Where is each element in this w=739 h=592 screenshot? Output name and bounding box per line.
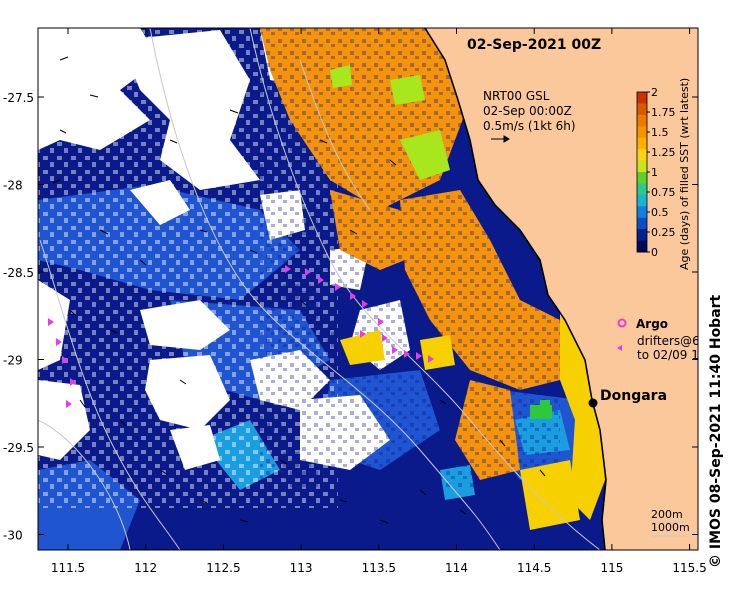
argo-legend-icon bbox=[617, 318, 627, 328]
plot-frame bbox=[37, 27, 699, 551]
colorbar-segment bbox=[637, 126, 647, 139]
y-tick-label: -28 bbox=[3, 179, 23, 193]
colorbar-tick-label: 1.5 bbox=[651, 126, 669, 139]
colorbar-segment bbox=[637, 194, 647, 207]
x-tick-label: 115.5 bbox=[672, 561, 706, 575]
y-tick-label: -29.5 bbox=[3, 441, 34, 455]
x-tick-label: 112.5 bbox=[206, 561, 240, 575]
colorbar-segment bbox=[637, 114, 647, 127]
colorbar-segment bbox=[637, 103, 647, 116]
colorbar-segment bbox=[637, 92, 647, 104]
coastline bbox=[424, 28, 607, 550]
colorbar-tick-label: 1.25 bbox=[651, 146, 676, 159]
x-tick-label: 112 bbox=[134, 561, 157, 575]
colorbar-segment bbox=[637, 172, 647, 184]
drifter-legend-icon bbox=[617, 345, 622, 351]
colorbar-tick-label: 1 bbox=[651, 166, 658, 179]
colorbar-tick-label: 0.75 bbox=[651, 186, 676, 199]
product-line-1: NRT00 GSL bbox=[483, 89, 550, 103]
colorbar-tick-label: 0.5 bbox=[651, 206, 669, 219]
colorbar-segment bbox=[637, 137, 647, 150]
y-tick-label: -28.5 bbox=[3, 266, 34, 280]
colorbar-segment bbox=[637, 240, 647, 253]
colorbar-segment bbox=[637, 183, 647, 196]
colorbar-tick-label: 1.75 bbox=[651, 106, 676, 119]
map-title: 02-Sep-2021 00Z bbox=[467, 37, 601, 53]
depth-label-1000m: 1000m bbox=[651, 521, 690, 534]
sst-green-spot bbox=[530, 400, 552, 419]
dongara-marker bbox=[588, 398, 598, 408]
legend-drifters-line2: to 02/09 12Z bbox=[637, 348, 715, 362]
product-line-2: 02-Sep 00:00Z bbox=[483, 104, 572, 118]
colorbar-segment bbox=[637, 217, 647, 230]
credit-text: © IMOS 08-Sep-2021 11:40 Hobart bbox=[708, 294, 724, 568]
map-plot-area: Dongara 02-Sep-2021 00Z NRT00 GSL 02-Sep… bbox=[38, 28, 715, 550]
product-line-3: 0.5m/s (1kt 6h) bbox=[483, 119, 576, 133]
x-tick-label: 114 bbox=[445, 561, 468, 575]
bathymetry-contours bbox=[38, 28, 601, 550]
colorbar-tick-label: 0 bbox=[651, 246, 658, 259]
current-vectors bbox=[52, 56, 546, 524]
y-tick-label: -29 bbox=[3, 354, 23, 368]
legend-drifters-line1: drifters@6h bbox=[637, 334, 707, 348]
colorbar-segment bbox=[637, 149, 647, 162]
y-tick-label: -27.5 bbox=[3, 91, 34, 105]
legend-argo: Argo bbox=[636, 317, 668, 331]
x-tick-label: 115 bbox=[600, 561, 623, 575]
colorbar-segment bbox=[637, 160, 647, 173]
x-tick-label: 111.5 bbox=[51, 561, 85, 575]
place-label-dongara: Dongara bbox=[600, 388, 667, 404]
x-tick-label: 113 bbox=[290, 561, 313, 575]
colorbar-segment bbox=[637, 229, 647, 242]
land-area bbox=[425, 28, 698, 550]
y-tick-label: -30 bbox=[3, 529, 23, 543]
x-tick-label: 114.5 bbox=[517, 561, 551, 575]
colorbar-label: Age (days) of filled SST (wrt latest) bbox=[678, 78, 691, 270]
x-axis: 111.5 112 112.5 113 113.5 114 114.5 115 115.5 bbox=[51, 28, 707, 575]
scale-arrow-icon bbox=[491, 135, 510, 143]
colorbar-tick-label: 2 bbox=[651, 86, 658, 99]
colorbar: 2 1.75 1.5 1.25 1 0.75 0.5 0.25 0 Age (days) of f… bbox=[636, 78, 691, 270]
y-axis: -27.5 -28 -28.5 -29 -29.5 -30 bbox=[3, 91, 698, 543]
depth-label-200m: 200m bbox=[651, 508, 683, 521]
colorbar-tick-label: 0.25 bbox=[651, 226, 676, 239]
colorbar-segment bbox=[637, 206, 647, 219]
drifter-tracks bbox=[48, 265, 434, 408]
x-tick-label: 113.5 bbox=[362, 561, 396, 575]
